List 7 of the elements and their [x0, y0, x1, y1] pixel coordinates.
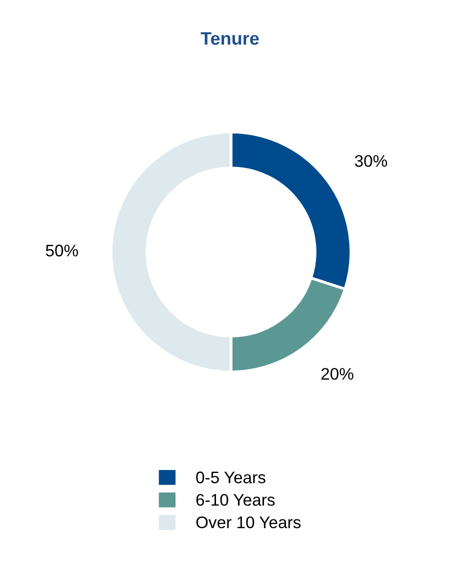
data-label: 30% — [354, 155, 388, 167]
legend-label: 0-5 Years — [196, 472, 266, 484]
data-label: 20% — [321, 368, 354, 380]
chart-title: Tenure — [200, 32, 259, 45]
data-label: 50% — [46, 244, 78, 256]
legend-label: 6-10 Years — [196, 494, 275, 506]
legend-label: Over 10 Years — [196, 516, 301, 528]
